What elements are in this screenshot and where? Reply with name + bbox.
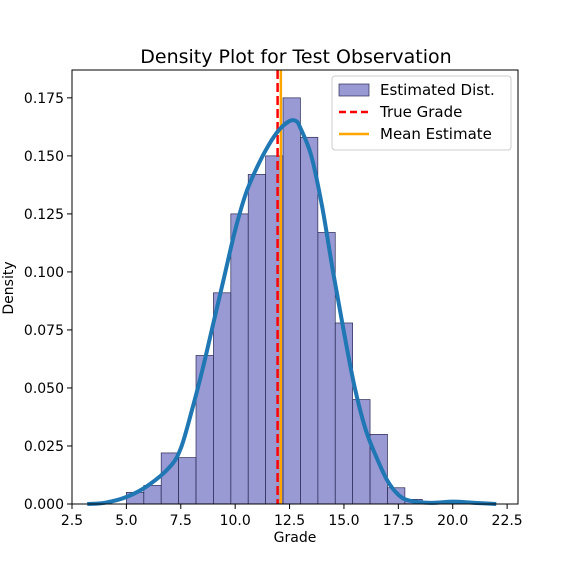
x-tick-label: 17.5	[383, 513, 414, 529]
y-tick-label: 0.175	[24, 91, 64, 107]
x-axis-label: Grade	[274, 530, 317, 546]
kde-curve-layer	[87, 118, 497, 506]
y-tick-label: 0.000	[24, 497, 64, 513]
histogram-bars	[126, 97, 441, 505]
histogram-bar	[282, 97, 301, 505]
histogram-bar	[230, 213, 249, 505]
x-tick-label: 15.0	[328, 513, 359, 529]
histogram-bar	[247, 174, 266, 505]
legend-swatch-histogram	[338, 83, 370, 97]
y-tick-label: 0.075	[24, 323, 64, 339]
legend-box	[331, 75, 512, 151]
legend-label: Estimated Dist.	[380, 81, 495, 99]
kde-curve	[87, 118, 497, 506]
histogram-bar	[300, 136, 319, 505]
y-tick-label: 0.100	[24, 265, 64, 281]
legend-label: Mean Estimate	[380, 125, 492, 143]
x-tick-label: 2.5	[61, 513, 83, 529]
x-tick-label: 10.0	[220, 513, 251, 529]
x-tick-label: 7.5	[170, 513, 192, 529]
y-tick-label: 0.025	[24, 439, 64, 455]
y-axis-label: Density	[1, 261, 17, 314]
reference-lines	[276, 70, 283, 504]
plot-area-frame	[71, 69, 519, 505]
x-tick-label: 22.5	[492, 513, 523, 529]
y-tick-label: 0.050	[24, 381, 64, 397]
x-tick-label: 5.0	[115, 513, 137, 529]
x-axis-ticks: 2.5 5.0 7.5 10.0 12.5 15.0 17.5 20.0 22.5	[61, 504, 523, 529]
chart-title: Density Plot for Test Observation	[140, 46, 451, 68]
x-tick-label: 20.0	[437, 513, 468, 529]
legend: Estimated Dist. True Grade Mean Estimate	[331, 75, 512, 151]
x-tick-label: 12.5	[274, 513, 305, 529]
histogram-bar	[178, 457, 197, 505]
y-tick-label: 0.125	[24, 207, 64, 223]
y-tick-label: 0.150	[24, 149, 64, 165]
histogram-bar	[334, 322, 354, 505]
histogram-bar	[213, 292, 232, 505]
y-axis-ticks: 0.000 0.025 0.050 0.075 0.100 0.125 0.150 0.175	[24, 91, 72, 513]
legend-label: True Grade	[379, 103, 462, 121]
